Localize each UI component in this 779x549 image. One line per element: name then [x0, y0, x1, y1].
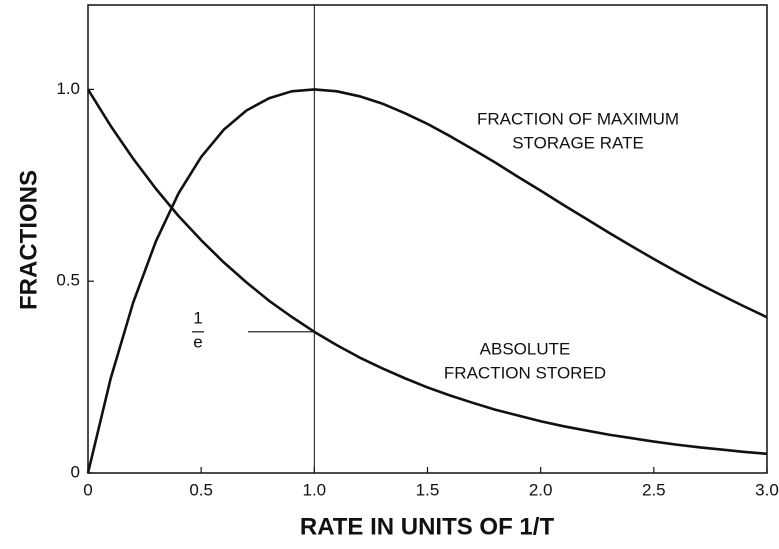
x-tick-label: 1.0 — [303, 480, 327, 499]
series-label: FRACTION STORED — [444, 363, 606, 382]
x-tick-label: 0.5 — [189, 480, 213, 499]
y-tick-label: 1.0 — [56, 79, 80, 98]
series-label: ABSOLUTE — [480, 339, 571, 358]
x-axis-title: RATE IN UNITS OF 1/T — [300, 513, 555, 540]
series-label: STORAGE RATE — [512, 133, 644, 152]
plot-frame — [87, 4, 768, 474]
x-tick-label: 0 — [83, 480, 92, 499]
series-label: FRACTION OF MAXIMUM — [477, 109, 679, 128]
line-series — [86, 88, 768, 474]
y-tick-label: 0 — [71, 462, 80, 481]
y-tick-label: 0.5 — [56, 271, 80, 290]
x-tick-label: 3.0 — [755, 480, 779, 499]
x-tick-label: 1.5 — [416, 480, 440, 499]
line-series — [86, 88, 768, 456]
x-tick-label: 2.0 — [529, 480, 553, 499]
fraction-denominator: e — [193, 332, 202, 351]
x-tick-label: 2.5 — [642, 480, 666, 499]
fraction-numerator: 1 — [193, 308, 202, 327]
y-axis-title: FRACTIONS — [15, 170, 42, 310]
